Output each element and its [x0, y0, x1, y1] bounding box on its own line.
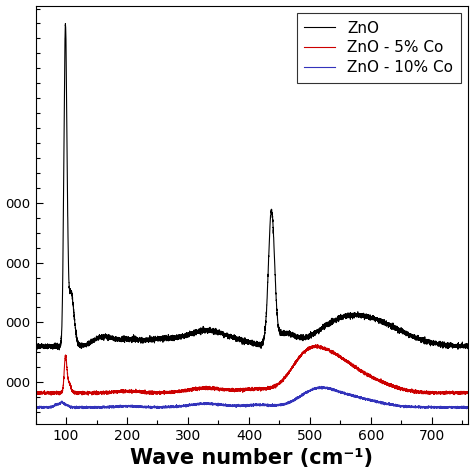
Legend: ZnO, ZnO - 5% Co, ZnO - 10% Co: ZnO, ZnO - 5% Co, ZnO - 10% Co	[297, 13, 461, 82]
ZnO - 10% Co	[33, 404, 38, 410]
ZnO - 10% Co	[55, 401, 61, 407]
ZnO - 5% Co	[205, 385, 210, 391]
ZnO	[326, 320, 331, 326]
ZnO	[242, 340, 248, 346]
ZnO - 5% Co	[326, 347, 331, 353]
ZnO	[146, 335, 152, 341]
ZnO	[205, 327, 210, 332]
ZnO	[63, 21, 68, 27]
Line: ZnO - 5% Co: ZnO - 5% Co	[36, 345, 468, 395]
ZnO	[33, 341, 38, 347]
ZnO	[56, 347, 62, 353]
ZnO	[465, 345, 471, 350]
ZnO - 5% Co	[33, 390, 38, 395]
ZnO	[196, 329, 202, 335]
ZnO - 10% Co	[319, 383, 324, 389]
ZnO - 10% Co	[326, 386, 331, 392]
ZnO - 5% Co	[242, 386, 248, 392]
ZnO - 5% Co	[146, 391, 152, 397]
ZnO - 5% Co	[196, 387, 202, 392]
ZnO - 10% Co	[465, 405, 471, 410]
Line: ZnO - 10% Co: ZnO - 10% Co	[36, 386, 468, 409]
X-axis label: Wave number (cm⁻¹): Wave number (cm⁻¹)	[130, 448, 374, 468]
Line: ZnO: ZnO	[36, 24, 468, 350]
ZnO - 5% Co	[465, 390, 471, 396]
ZnO	[55, 343, 61, 348]
ZnO - 5% Co	[55, 390, 61, 395]
ZnO - 10% Co	[146, 404, 152, 410]
ZnO - 10% Co	[205, 401, 210, 406]
ZnO - 10% Co	[196, 401, 202, 407]
ZnO - 5% Co	[85, 392, 91, 398]
ZnO - 10% Co	[242, 403, 248, 409]
ZnO - 5% Co	[312, 342, 318, 347]
ZnO - 10% Co	[464, 406, 469, 411]
